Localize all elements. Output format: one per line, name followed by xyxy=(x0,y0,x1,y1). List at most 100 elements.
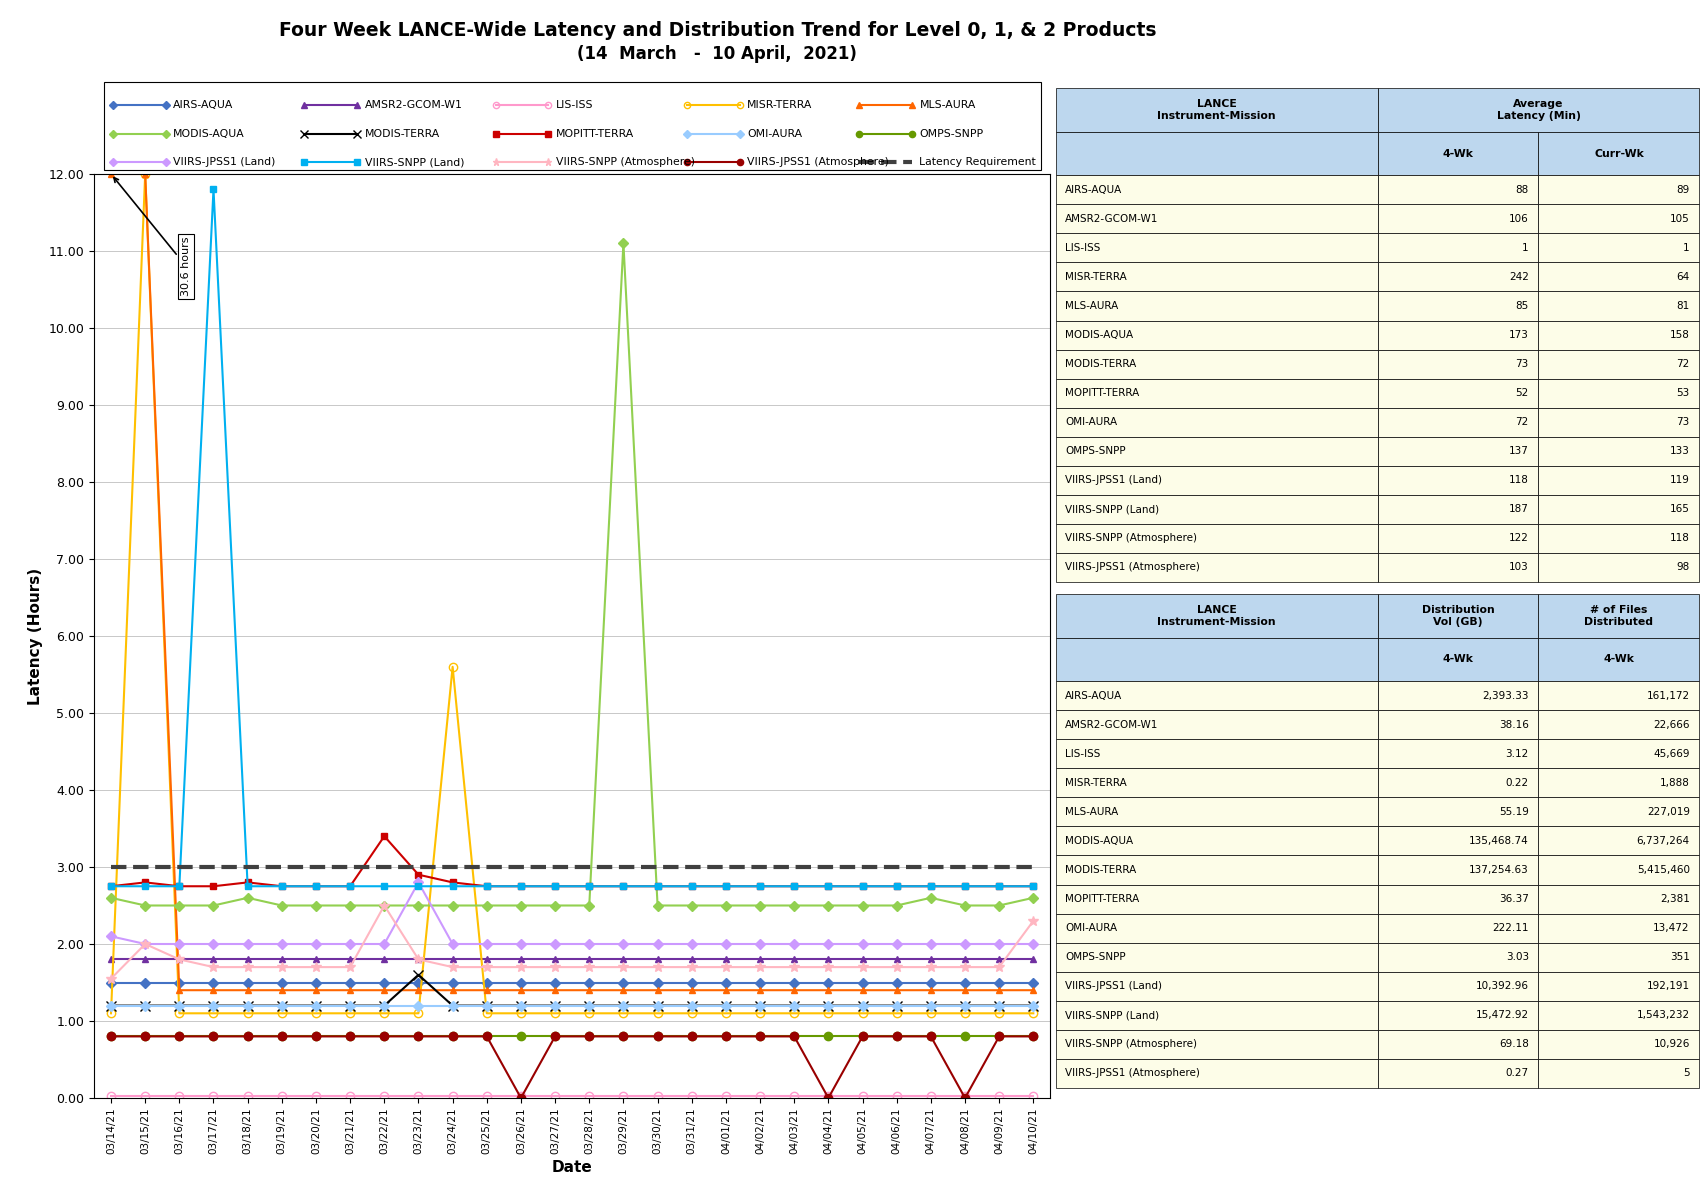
Text: 161,172: 161,172 xyxy=(1646,691,1688,701)
Bar xyxy=(1538,524,1698,553)
Bar xyxy=(1538,884,1698,913)
Text: AMSR2-GCOM-W1: AMSR2-GCOM-W1 xyxy=(1065,214,1157,224)
Bar xyxy=(1378,798,1538,827)
Text: 55.19: 55.19 xyxy=(1499,806,1528,817)
Bar xyxy=(1055,972,1378,1001)
Text: VIIRS-JPSS1 (Land): VIIRS-JPSS1 (Land) xyxy=(1065,475,1161,485)
Bar xyxy=(1055,233,1378,263)
Text: # of Files
Distributed: # of Files Distributed xyxy=(1584,605,1652,626)
Text: 30.6 hours: 30.6 hours xyxy=(114,178,191,296)
Text: Curr-Wk: Curr-Wk xyxy=(1593,149,1642,158)
Text: LANCE
Instrument-Mission: LANCE Instrument-Mission xyxy=(1157,605,1275,626)
Bar xyxy=(1378,349,1538,379)
Text: 73: 73 xyxy=(1676,418,1688,427)
Bar xyxy=(1055,739,1378,768)
Bar xyxy=(1055,524,1378,553)
Bar xyxy=(1538,204,1698,233)
Text: VIIRS-JPSS1 (Atmosphere): VIIRS-JPSS1 (Atmosphere) xyxy=(1065,563,1200,572)
Text: VIIRS-SNPP (Land): VIIRS-SNPP (Land) xyxy=(1065,504,1159,515)
Text: MODIS-TERRA: MODIS-TERRA xyxy=(1065,359,1135,370)
Bar xyxy=(1055,913,1378,943)
Text: 98: 98 xyxy=(1676,563,1688,572)
Text: MLS-AURA: MLS-AURA xyxy=(1065,806,1118,817)
Bar xyxy=(1055,379,1378,408)
Bar xyxy=(1378,827,1538,856)
Text: OMI-AURA: OMI-AURA xyxy=(1065,418,1116,427)
Bar xyxy=(1055,263,1378,292)
Text: Average
Latency (Min): Average Latency (Min) xyxy=(1495,100,1579,120)
Text: AMSR2-GCOM-W1: AMSR2-GCOM-W1 xyxy=(1065,720,1157,730)
Bar xyxy=(1055,349,1378,379)
Bar xyxy=(1378,594,1538,637)
Bar xyxy=(1378,884,1538,913)
Bar xyxy=(1055,682,1378,710)
Text: 53: 53 xyxy=(1676,388,1688,398)
Text: 173: 173 xyxy=(1507,330,1528,340)
Bar xyxy=(1538,1001,1698,1030)
Text: 119: 119 xyxy=(1669,475,1688,485)
Bar xyxy=(1055,292,1378,320)
Text: 15,472.92: 15,472.92 xyxy=(1475,1010,1528,1020)
Bar xyxy=(1055,856,1378,884)
Text: 118: 118 xyxy=(1507,475,1528,485)
Bar xyxy=(1055,553,1378,582)
Text: AIRS-AQUA: AIRS-AQUA xyxy=(1065,185,1121,194)
Text: 5,415,460: 5,415,460 xyxy=(1635,865,1688,875)
Text: OMPS-SNPP: OMPS-SNPP xyxy=(1065,952,1125,962)
Text: 3.03: 3.03 xyxy=(1506,952,1528,962)
Text: 0.22: 0.22 xyxy=(1506,778,1528,788)
Bar xyxy=(1378,943,1538,972)
Text: 133: 133 xyxy=(1669,446,1688,456)
Bar xyxy=(1055,132,1378,175)
Bar xyxy=(1538,494,1698,524)
Text: MODIS-AQUA: MODIS-AQUA xyxy=(1065,330,1133,340)
Text: 4-Wk: 4-Wk xyxy=(1442,149,1473,158)
Text: MLS-AURA: MLS-AURA xyxy=(918,100,975,110)
Text: Four Week LANCE-Wide Latency and Distribution Trend for Level 0, 1, & 2 Products: Four Week LANCE-Wide Latency and Distrib… xyxy=(278,20,1156,40)
Bar xyxy=(1538,408,1698,437)
Text: 1: 1 xyxy=(1681,242,1688,253)
Bar xyxy=(1378,710,1538,739)
Bar xyxy=(1055,175,1378,204)
Bar xyxy=(1538,827,1698,856)
Text: 227,019: 227,019 xyxy=(1646,806,1688,817)
Text: MOPITT-TERRA: MOPITT-TERRA xyxy=(1065,388,1139,398)
Text: 5: 5 xyxy=(1681,1068,1688,1079)
Bar xyxy=(1378,1030,1538,1058)
Bar xyxy=(1378,233,1538,263)
Text: VIIRS-SNPP (Land): VIIRS-SNPP (Land) xyxy=(364,157,464,168)
Text: 351: 351 xyxy=(1669,952,1688,962)
Text: LIS-ISS: LIS-ISS xyxy=(1065,749,1099,758)
Text: 192,191: 192,191 xyxy=(1646,982,1688,991)
Bar xyxy=(1538,292,1698,320)
Text: 85: 85 xyxy=(1514,301,1528,311)
Text: LIS-ISS: LIS-ISS xyxy=(1065,242,1099,253)
Text: 52: 52 xyxy=(1514,388,1528,398)
Text: 10,926: 10,926 xyxy=(1652,1039,1688,1049)
Text: VIIRS-JPSS1 (Atmosphere): VIIRS-JPSS1 (Atmosphere) xyxy=(1065,1068,1200,1079)
Bar xyxy=(1538,132,1698,175)
Text: 73: 73 xyxy=(1514,359,1528,370)
Bar xyxy=(1378,768,1538,798)
X-axis label: Date: Date xyxy=(551,1160,592,1175)
Text: MODIS-TERRA: MODIS-TERRA xyxy=(1065,865,1135,875)
Text: OMPS-SNPP: OMPS-SNPP xyxy=(918,128,983,139)
Bar xyxy=(1538,594,1698,637)
Bar xyxy=(1378,408,1538,437)
Text: AIRS-AQUA: AIRS-AQUA xyxy=(1065,691,1121,701)
Bar xyxy=(1055,437,1378,466)
Bar xyxy=(1538,943,1698,972)
Bar xyxy=(1378,1058,1538,1088)
Text: 4-Wk: 4-Wk xyxy=(1442,654,1473,665)
Text: 242: 242 xyxy=(1507,272,1528,282)
Bar xyxy=(1378,524,1538,553)
Text: MODIS-TERRA: MODIS-TERRA xyxy=(364,128,440,139)
Bar xyxy=(1055,637,1378,682)
Text: 22,666: 22,666 xyxy=(1652,720,1688,730)
Bar xyxy=(1538,175,1698,204)
Text: LIS-ISS: LIS-ISS xyxy=(555,100,592,110)
Text: 103: 103 xyxy=(1509,563,1528,572)
Text: 1,888: 1,888 xyxy=(1659,778,1688,788)
Bar xyxy=(1378,913,1538,943)
Text: MISR-TERRA: MISR-TERRA xyxy=(1065,778,1127,788)
